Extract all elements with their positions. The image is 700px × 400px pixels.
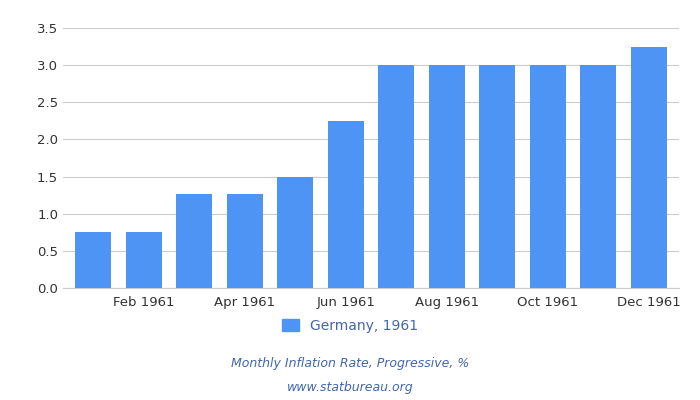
Bar [580, 65, 617, 288]
Bar [75, 232, 111, 288]
Bar [328, 121, 364, 288]
Text: www.statbureau.org: www.statbureau.org [287, 382, 413, 394]
Bar [631, 46, 667, 288]
Bar [277, 176, 314, 288]
Legend: Germany, 1961: Germany, 1961 [282, 319, 418, 333]
Text: Monthly Inflation Rate, Progressive, %: Monthly Inflation Rate, Progressive, % [231, 358, 469, 370]
Bar [529, 65, 566, 288]
Bar [125, 232, 162, 288]
Bar [227, 194, 263, 288]
Bar [479, 65, 515, 288]
Bar [176, 194, 213, 288]
Bar [378, 65, 414, 288]
Bar [428, 65, 465, 288]
